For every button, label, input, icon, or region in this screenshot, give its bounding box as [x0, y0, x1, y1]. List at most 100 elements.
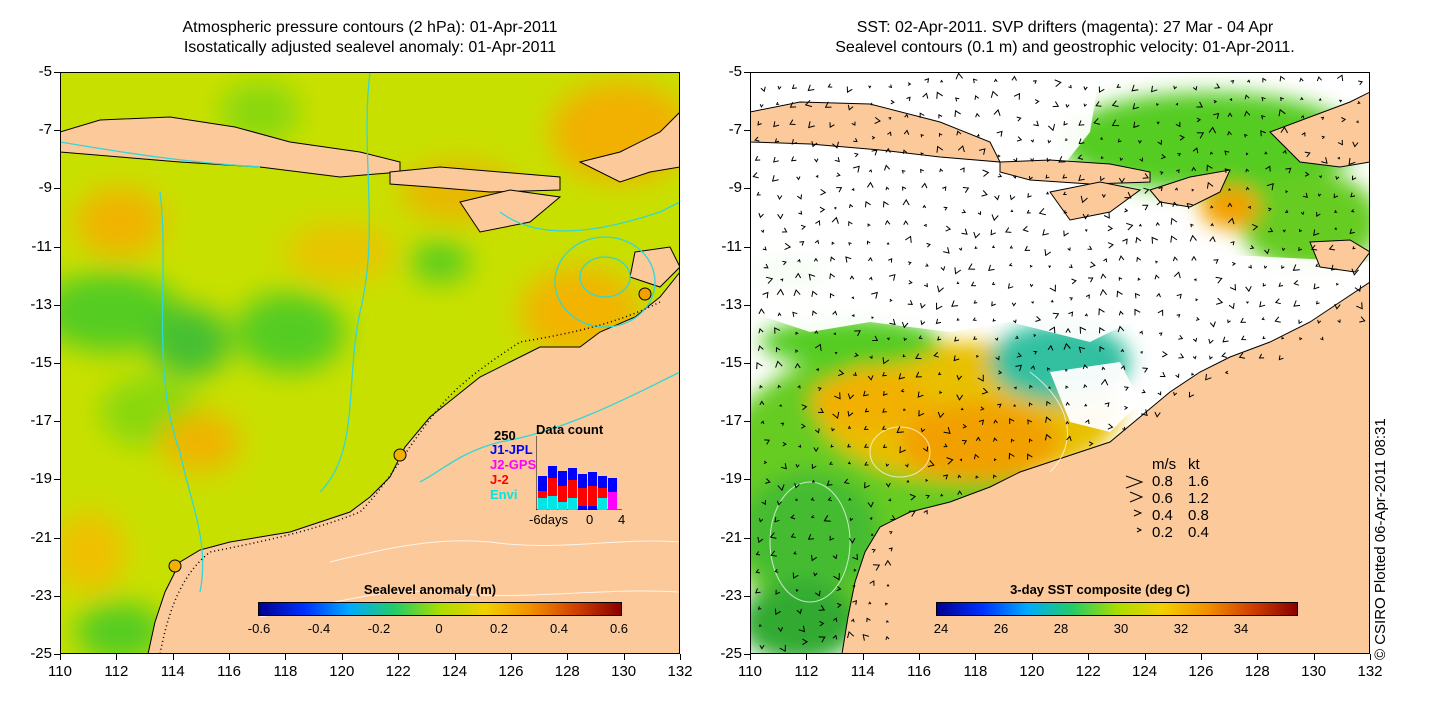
velocity-arrow — [991, 282, 996, 286]
velocity-arrow — [958, 247, 963, 252]
velocity-arrow — [775, 589, 781, 595]
velocity-arrow — [937, 336, 942, 341]
velocity-arrow — [1196, 101, 1204, 108]
velocity-arrow — [1264, 151, 1268, 155]
velocity-arrow — [1099, 327, 1105, 334]
velocity-arrow — [957, 474, 962, 479]
y-axis-label: -13 — [720, 295, 742, 313]
velocity-arrow — [1213, 259, 1219, 264]
velocity-arrow — [793, 289, 801, 296]
velocity-arrow — [1320, 116, 1325, 120]
velocity-arrow — [922, 204, 927, 209]
y-axis-label: -5 — [38, 63, 52, 80]
velocity-arrow — [850, 618, 855, 623]
velocity-arrow — [1015, 335, 1019, 339]
velocity-arrow — [849, 275, 855, 280]
velocity-arrow — [1015, 364, 1023, 372]
velocity-arrow — [1359, 316, 1366, 323]
velocity-arrow — [1209, 236, 1216, 243]
velocity-arrow — [1042, 229, 1049, 236]
velocity-arrow — [940, 493, 944, 497]
velocity-arrow — [1205, 373, 1212, 381]
velocity-arrow — [997, 387, 1001, 391]
velocity-arrow — [1065, 327, 1071, 333]
velocity-arrow — [1227, 202, 1233, 208]
velocity-arrow — [917, 391, 924, 398]
velocity-arrow — [1246, 301, 1249, 304]
velocity-arrow — [1302, 192, 1308, 198]
velocity-arrow — [902, 149, 908, 154]
velocity-arrow — [847, 630, 855, 639]
velocity-arrow — [935, 318, 942, 325]
velocity-arrow — [1118, 276, 1123, 281]
velocity-arrow — [848, 497, 852, 501]
velocity-arrow — [1156, 121, 1160, 125]
y-axis-tick — [744, 130, 750, 132]
velocity-arrow — [814, 343, 822, 351]
velocity-arrow — [1208, 126, 1217, 134]
data-count-xtick: 4 — [618, 512, 626, 527]
velocity-arrow — [777, 194, 783, 200]
velocity-arrow — [1259, 301, 1266, 308]
velocity-arrow — [884, 164, 891, 171]
velocity-arrow — [1206, 181, 1214, 189]
velocity-arrow — [899, 446, 906, 454]
velocity-arrow — [1175, 373, 1180, 379]
velocity-arrow — [938, 132, 943, 137]
velocity-arrow — [827, 83, 833, 88]
velocity-arrow — [757, 345, 764, 352]
velocity-arrow — [1173, 391, 1178, 397]
velocity-arrow — [819, 620, 825, 627]
velocity-arrow — [1159, 371, 1166, 378]
velocity-arrow — [1027, 453, 1033, 460]
velocity-arrow — [1013, 175, 1017, 179]
velocity-arrow — [863, 425, 869, 430]
x-axis-label: 130 — [611, 663, 637, 680]
velocity-arrow — [975, 112, 980, 118]
velocity-arrow — [921, 182, 928, 189]
velocity-arrow — [1228, 303, 1235, 310]
velocity-arrow — [1267, 227, 1274, 233]
velocity-arrow — [810, 497, 815, 501]
velocity-arrow — [777, 626, 784, 633]
left-colorbar-tick: 0.2 — [489, 621, 509, 636]
y-axis-label: -17 — [720, 412, 742, 430]
velocity-arrow — [1155, 260, 1158, 264]
velocity-arrow — [1304, 171, 1310, 177]
velocity-arrow — [782, 441, 787, 447]
velocity-arrow — [869, 516, 873, 521]
y-axis-tick — [54, 130, 60, 132]
velocity-arrow — [1209, 151, 1214, 155]
velocity-arrow — [1132, 103, 1139, 110]
data-count-xtick: -6days — [529, 512, 569, 527]
velocity-arrow — [1262, 283, 1267, 287]
velocity-arrow — [1101, 366, 1106, 371]
velocity-arrow — [795, 589, 799, 593]
velocity-arrow — [1099, 346, 1105, 352]
velocity-arrow — [890, 99, 895, 105]
left-panel-title: Atmospheric pressure contours (2 hPa): 0… — [60, 18, 680, 58]
velocity-arrow — [942, 474, 949, 480]
velocity-arrow — [1176, 313, 1181, 318]
velocity-arrow — [940, 266, 946, 272]
velocity-arrow — [1027, 193, 1032, 198]
velocity-arrow — [770, 550, 777, 557]
velocity-arrow — [1251, 223, 1259, 231]
velocity-arrow — [852, 165, 860, 173]
velocity-arrow — [906, 96, 911, 102]
velocity-arrow — [847, 425, 851, 429]
velocity-arrow — [790, 514, 796, 520]
velocity-arrow — [815, 590, 821, 597]
velocity-arrow — [882, 372, 887, 377]
velocity-arrow — [1122, 238, 1128, 245]
velocity-arrow — [1210, 222, 1214, 227]
x-axis-label: 126 — [1188, 663, 1214, 680]
series-j1-jpl: J1-JPL — [490, 442, 533, 457]
velocity-arrow — [953, 355, 960, 362]
velocity-arrow — [853, 137, 858, 143]
velocity-arrow — [993, 437, 998, 442]
velocity-arrow — [847, 461, 851, 465]
velocity-arrow — [1260, 130, 1266, 137]
velocity-arrow — [1173, 271, 1181, 279]
velocity-arrow — [920, 302, 926, 309]
